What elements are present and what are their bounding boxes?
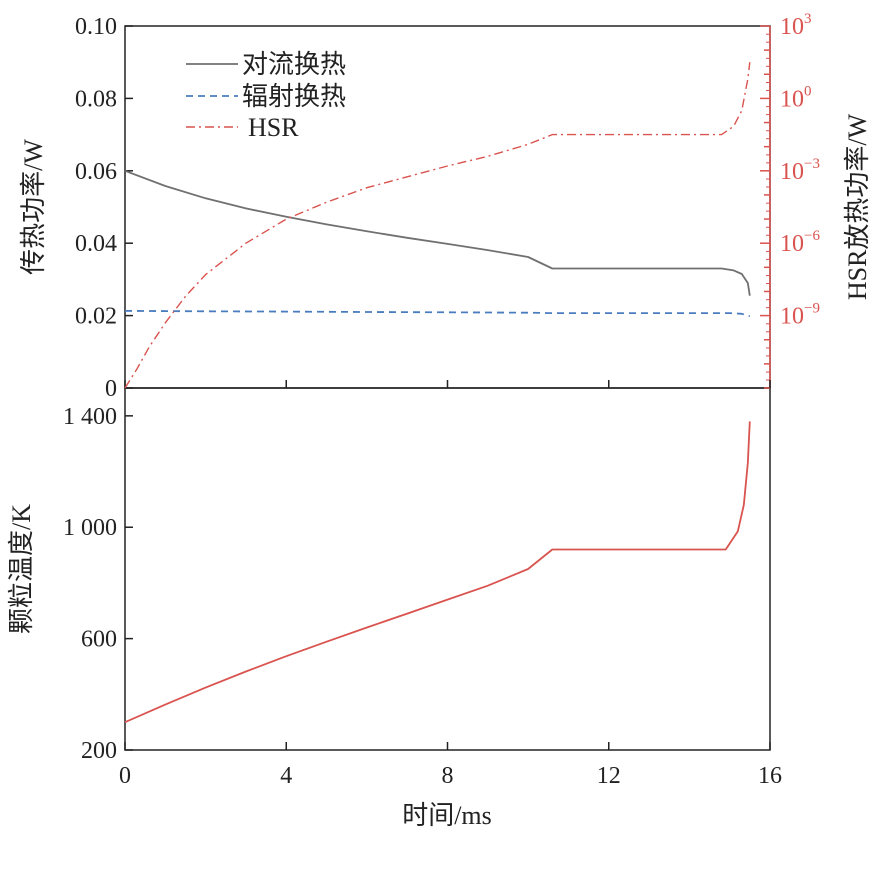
top-y-tick-label: 0 xyxy=(105,376,117,402)
ticks-layer xyxy=(124,25,771,751)
x-tick-label: 0 xyxy=(119,763,131,789)
series-layer xyxy=(124,62,751,724)
top-y-tick-label: 0.08 xyxy=(75,86,117,112)
top-y-tick-label: 0.10 xyxy=(75,14,117,40)
x-axis-title: 时间/ms xyxy=(402,801,492,830)
x-tick-label: 16 xyxy=(758,763,782,789)
top-y2-tick-label: 10−3 xyxy=(780,156,820,185)
x-tick-label: 4 xyxy=(280,763,292,789)
legend-label-radiation: 辐射换热 xyxy=(242,82,346,111)
legend-label-convection: 对流换热 xyxy=(242,50,346,79)
top-y2-axis-title: HSR放热功率/W xyxy=(843,113,872,300)
top-y-tick-label: 0.06 xyxy=(75,159,117,185)
x-tick-label: 12 xyxy=(597,763,621,789)
bottom-panel-frame xyxy=(124,387,771,751)
top-series-line-0 xyxy=(124,169,751,296)
bottom-y-tick-label: 200 xyxy=(81,738,117,764)
x-tick-label: 8 xyxy=(442,763,454,789)
top-y-tick-label: 0.02 xyxy=(75,304,117,330)
top-series-line-1 xyxy=(124,310,751,318)
top-y2-tick-label: 100 xyxy=(780,83,812,112)
bottom-y-tick-label: 1 400 xyxy=(63,404,117,430)
bottom-y-tick-label: 600 xyxy=(81,627,117,653)
top-y2-tick-label: 10−6 xyxy=(780,228,820,257)
top-series-line-2 xyxy=(124,62,751,389)
top-y-tick-label: 0.04 xyxy=(75,231,117,257)
top-y2-tick-label: 103 xyxy=(780,11,812,40)
bottom-y-axis-title: 颗粒温度/K xyxy=(7,504,36,634)
legend: 对流换热 辐射换热 HSR xyxy=(186,50,346,142)
top-y2-tick-label: 10−9 xyxy=(780,301,820,330)
bottom-y-tick-label: 1 000 xyxy=(63,515,117,541)
top-panel-frame xyxy=(124,25,771,389)
bottom-series-line-0 xyxy=(124,421,751,724)
legend-label-hsr: HSR xyxy=(248,113,299,142)
labels-layer: 0 0.02 0.04 0.06 0.08 0.10 10−9 10−6 10−3 100 103 2… xyxy=(63,11,820,789)
top-y-axis-title: 传热功率/W xyxy=(19,139,48,275)
